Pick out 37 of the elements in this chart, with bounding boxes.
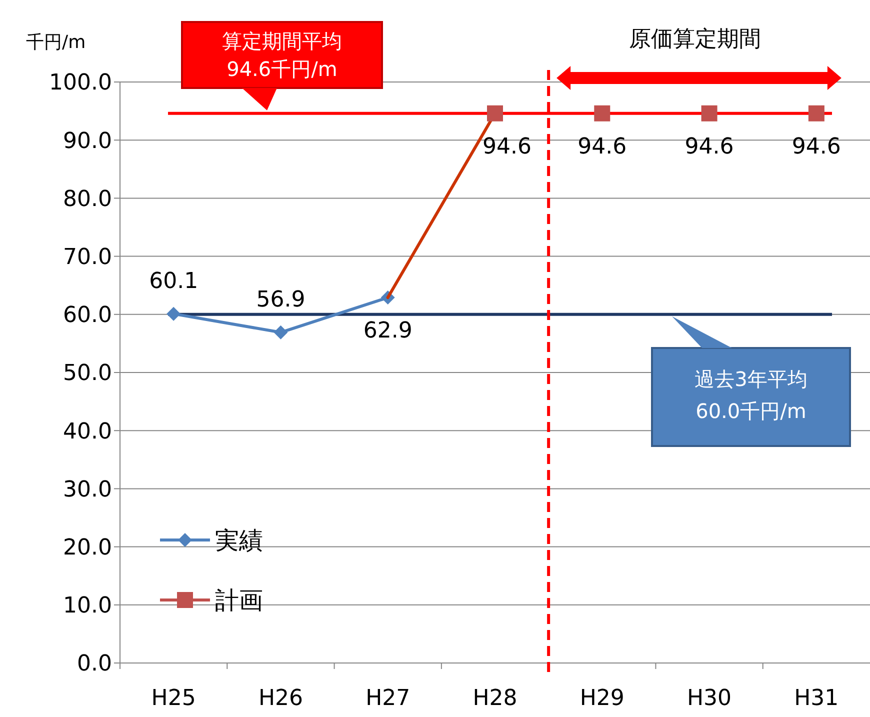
y-tick-label: 0.0 bbox=[77, 652, 112, 677]
data-label: 94.6 bbox=[792, 134, 841, 160]
y-tick-label: 90.0 bbox=[63, 128, 112, 154]
y-tick-label: 20.0 bbox=[63, 536, 112, 560]
x-tick-label: H26 bbox=[258, 686, 303, 711]
legend-label: 実績 bbox=[215, 526, 263, 554]
legend-label: 計画 bbox=[215, 586, 263, 614]
y-tick-label: 50.0 bbox=[63, 361, 112, 386]
x-tick-label: H27 bbox=[366, 686, 410, 711]
point bbox=[274, 325, 288, 340]
x-tick-label: H31 bbox=[794, 686, 839, 711]
data-label: 94.6 bbox=[482, 134, 532, 160]
point bbox=[808, 105, 824, 122]
text: 原価算定期間 bbox=[629, 27, 761, 52]
y-tick-label: 100.0 bbox=[49, 70, 112, 96]
y-tick-label: 30.0 bbox=[63, 477, 112, 502]
data-label: 94.6 bbox=[578, 134, 627, 160]
data-label: 56.9 bbox=[256, 287, 306, 312]
data-label: 62.9 bbox=[363, 318, 412, 344]
y-tick-label: 60.0 bbox=[63, 303, 112, 328]
y-axis-title: 千円/m bbox=[26, 32, 86, 53]
x-tick-label: H30 bbox=[687, 686, 732, 711]
point bbox=[166, 306, 181, 321]
y-tick-label: 80.0 bbox=[63, 186, 112, 212]
data-label: 60.1 bbox=[149, 268, 198, 294]
point bbox=[701, 105, 718, 122]
ref-line-label: 算定期間平均 94.6千円/m bbox=[222, 29, 342, 81]
y-tick-label: 10.0 bbox=[63, 594, 112, 619]
y-tick-label: 40.0 bbox=[63, 419, 112, 444]
data-label: 94.6 bbox=[684, 134, 734, 160]
point bbox=[487, 105, 503, 122]
y-tick-label: 70.0 bbox=[63, 245, 112, 270]
x-tick-label: H25 bbox=[151, 686, 196, 711]
ref-line-label: 過去3年平均 60.0千円/m bbox=[694, 367, 808, 423]
point bbox=[594, 105, 610, 122]
x-tick-label: H29 bbox=[580, 686, 624, 711]
x-tick-label: H28 bbox=[472, 686, 518, 711]
